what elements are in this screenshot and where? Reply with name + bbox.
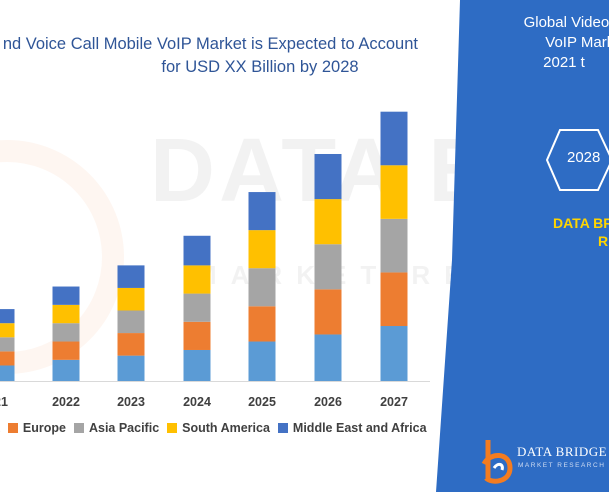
legend-item: South America (167, 421, 270, 435)
brand-text-line-2: R (598, 233, 609, 249)
chart-title-line-2: for USD XX Billion by 2028 (161, 58, 359, 76)
hex-year-label: 2028 (567, 149, 601, 166)
bar-segment (314, 244, 342, 290)
x-tick-label: 2025 (248, 395, 276, 409)
chart-title-line-1: nd Voice Call Mobile VoIP Market is Expe… (2, 35, 418, 53)
bar-segment (248, 306, 276, 342)
bar-segment (314, 289, 342, 335)
bar-segment (380, 111, 408, 166)
legend-label: Europe (22, 421, 66, 435)
bar-segment (248, 268, 276, 307)
watermark: DATA BRIDGE (150, 121, 470, 221)
x-tick-label: 2022 (52, 395, 80, 409)
bar-segment (248, 230, 276, 269)
brand-text-line-1: DATA BR (553, 215, 609, 231)
legend-item: Europe (7, 421, 66, 435)
x-tick-label: 21 (0, 395, 8, 409)
legend-label: Asia Pacific (88, 421, 160, 435)
bar-segment (52, 341, 80, 360)
bar-segment (117, 265, 145, 288)
legend-label: Middle East and Africa (292, 421, 427, 435)
bar-segment (380, 326, 408, 381)
legend-swatch (167, 423, 178, 433)
side-heading-line-2: VoIP Market (545, 34, 609, 51)
side-heading-line-3: 2021 t (543, 54, 585, 71)
bar-segment (314, 334, 342, 381)
x-tick-label: 2023 (117, 395, 145, 409)
bar-segment (52, 304, 80, 324)
bar-segment (117, 310, 145, 334)
bar-segment (314, 153, 342, 200)
bar-segment (380, 272, 408, 327)
legend-swatch (277, 423, 288, 433)
legend-item: Middle East and Africa (277, 421, 427, 435)
bar-segment (183, 293, 211, 322)
chart-area: DATA BRIDGE MARKET RESEARCH nd Voice Cal… (0, 35, 470, 435)
bar-segment (248, 192, 276, 231)
side-heading-line-1: Global Video and (523, 14, 609, 31)
bar-segment (52, 359, 80, 381)
bar-segment (0, 337, 15, 352)
bar-segment (380, 165, 408, 219)
stacked-bar-chart: 21 2022 2023 2024 2025 2026 2027 (0, 111, 430, 409)
logo-name: DATA BRIDGE (517, 444, 608, 459)
bar-segment (183, 265, 211, 294)
logo-tagline: MARKET RESEARCH (518, 462, 606, 469)
bar-segment (0, 323, 15, 338)
legend-item: Asia Pacific (73, 421, 160, 435)
bar-segment (248, 341, 276, 381)
bar-segment (117, 355, 145, 381)
hexagon-icon (546, 129, 609, 191)
legend-swatch (7, 423, 18, 433)
bar-segment (183, 235, 211, 266)
data-bridge-logo-icon (481, 440, 513, 484)
bar-segment (0, 365, 15, 381)
side-panel-heading: Global Video and VoIP Market 2021 t (476, 13, 609, 73)
x-tick-label: 2026 (314, 395, 342, 409)
bar-segment (380, 218, 408, 273)
bar-segment (183, 349, 211, 381)
bar-segment (117, 287, 145, 311)
bar-segment (52, 323, 80, 342)
side-panel: Global Video and VoIP Market 2021 t 2028… (436, 0, 609, 492)
bar-segment (0, 351, 15, 366)
legend-label: South America (182, 421, 270, 435)
legend-swatch (73, 423, 84, 433)
x-tick-label: 2027 (380, 395, 408, 409)
x-tick-label: 2024 (183, 395, 211, 409)
bar-segment (0, 309, 15, 324)
bar-segment (183, 321, 211, 350)
bar-segment (117, 333, 145, 356)
bar-segment (52, 286, 80, 305)
bar-segment (314, 199, 342, 245)
